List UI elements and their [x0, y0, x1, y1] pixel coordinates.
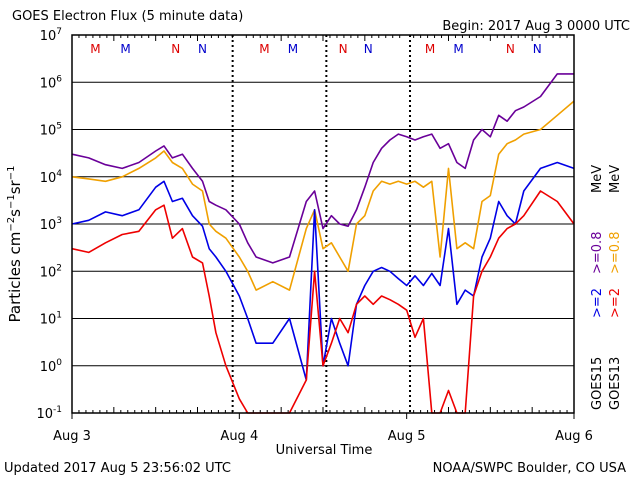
top-marker-label: N	[339, 42, 348, 56]
top-marker-label: M	[90, 42, 100, 56]
legend-goes15-ge08: >=0.8	[590, 231, 605, 274]
x-tick-label: Aug 5	[388, 429, 426, 444]
y-tick-label: 102	[40, 263, 62, 280]
y-tick-label: 101	[40, 311, 62, 328]
y-tick-label: 10-1	[36, 405, 62, 422]
top-marker-label: M	[288, 42, 298, 56]
x-axis-title: Universal Time	[276, 443, 373, 458]
legend-goes15-mev: MeV	[590, 164, 605, 193]
x-tick-label: Aug 6	[555, 429, 593, 444]
y-tick-label: 104	[40, 169, 63, 186]
y-axis-title: Particles cm−2s−1sr−1	[6, 166, 24, 323]
legend-goes13: GOES13	[608, 356, 623, 410]
top-marker-label: N	[506, 42, 515, 56]
y-tick-label: 105	[40, 122, 62, 139]
top-marker-label: N	[364, 42, 373, 56]
legend-goes13-mev: MeV	[608, 164, 623, 193]
legend-goes13-ge08: >=0.8	[608, 231, 623, 274]
y-tick-label: 107	[40, 27, 62, 44]
top-marker-label: M	[259, 42, 269, 56]
credit-label: NOAA/SWPC Boulder, CO USA	[432, 461, 626, 476]
begin-time: Begin: 2017 Aug 3 0000 UTC	[442, 19, 630, 34]
top-marker-label: M	[425, 42, 435, 56]
x-tick-label: Aug 3	[53, 429, 91, 444]
plot-frame	[71, 34, 575, 414]
updated-timestamp: Updated 2017 Aug 5 23:56:02 UTC	[4, 461, 231, 476]
top-marker-label: N	[198, 42, 207, 56]
plot-area: 10-1 100 101 102 103 104 105 106 107 Aug 3 Aug 4 Au…	[36, 27, 592, 444]
series-line-goes13_ge2	[71, 190, 575, 414]
top-marker-label: N	[533, 42, 542, 56]
y-tick-label: 100	[40, 358, 63, 375]
legend-goes15-ge2: >=2	[590, 287, 605, 318]
top-marker-label: M	[120, 42, 130, 56]
series-line-goes15_ge2	[71, 161, 575, 381]
y-tick-label: 106	[40, 74, 63, 91]
legend-goes15: GOES15	[590, 356, 605, 410]
legend-goes13-ge2: >=2	[608, 287, 623, 318]
chart-title: GOES Electron Flux (5 minute data)	[12, 9, 244, 24]
series-line-goes15_ge08	[71, 73, 574, 264]
top-marker-label: M	[453, 42, 463, 56]
series-line-goes13_ge08	[71, 100, 575, 291]
y-tick-label: 103	[40, 216, 62, 233]
x-tick-label: Aug 4	[220, 429, 258, 444]
top-marker-label: N	[171, 42, 180, 56]
